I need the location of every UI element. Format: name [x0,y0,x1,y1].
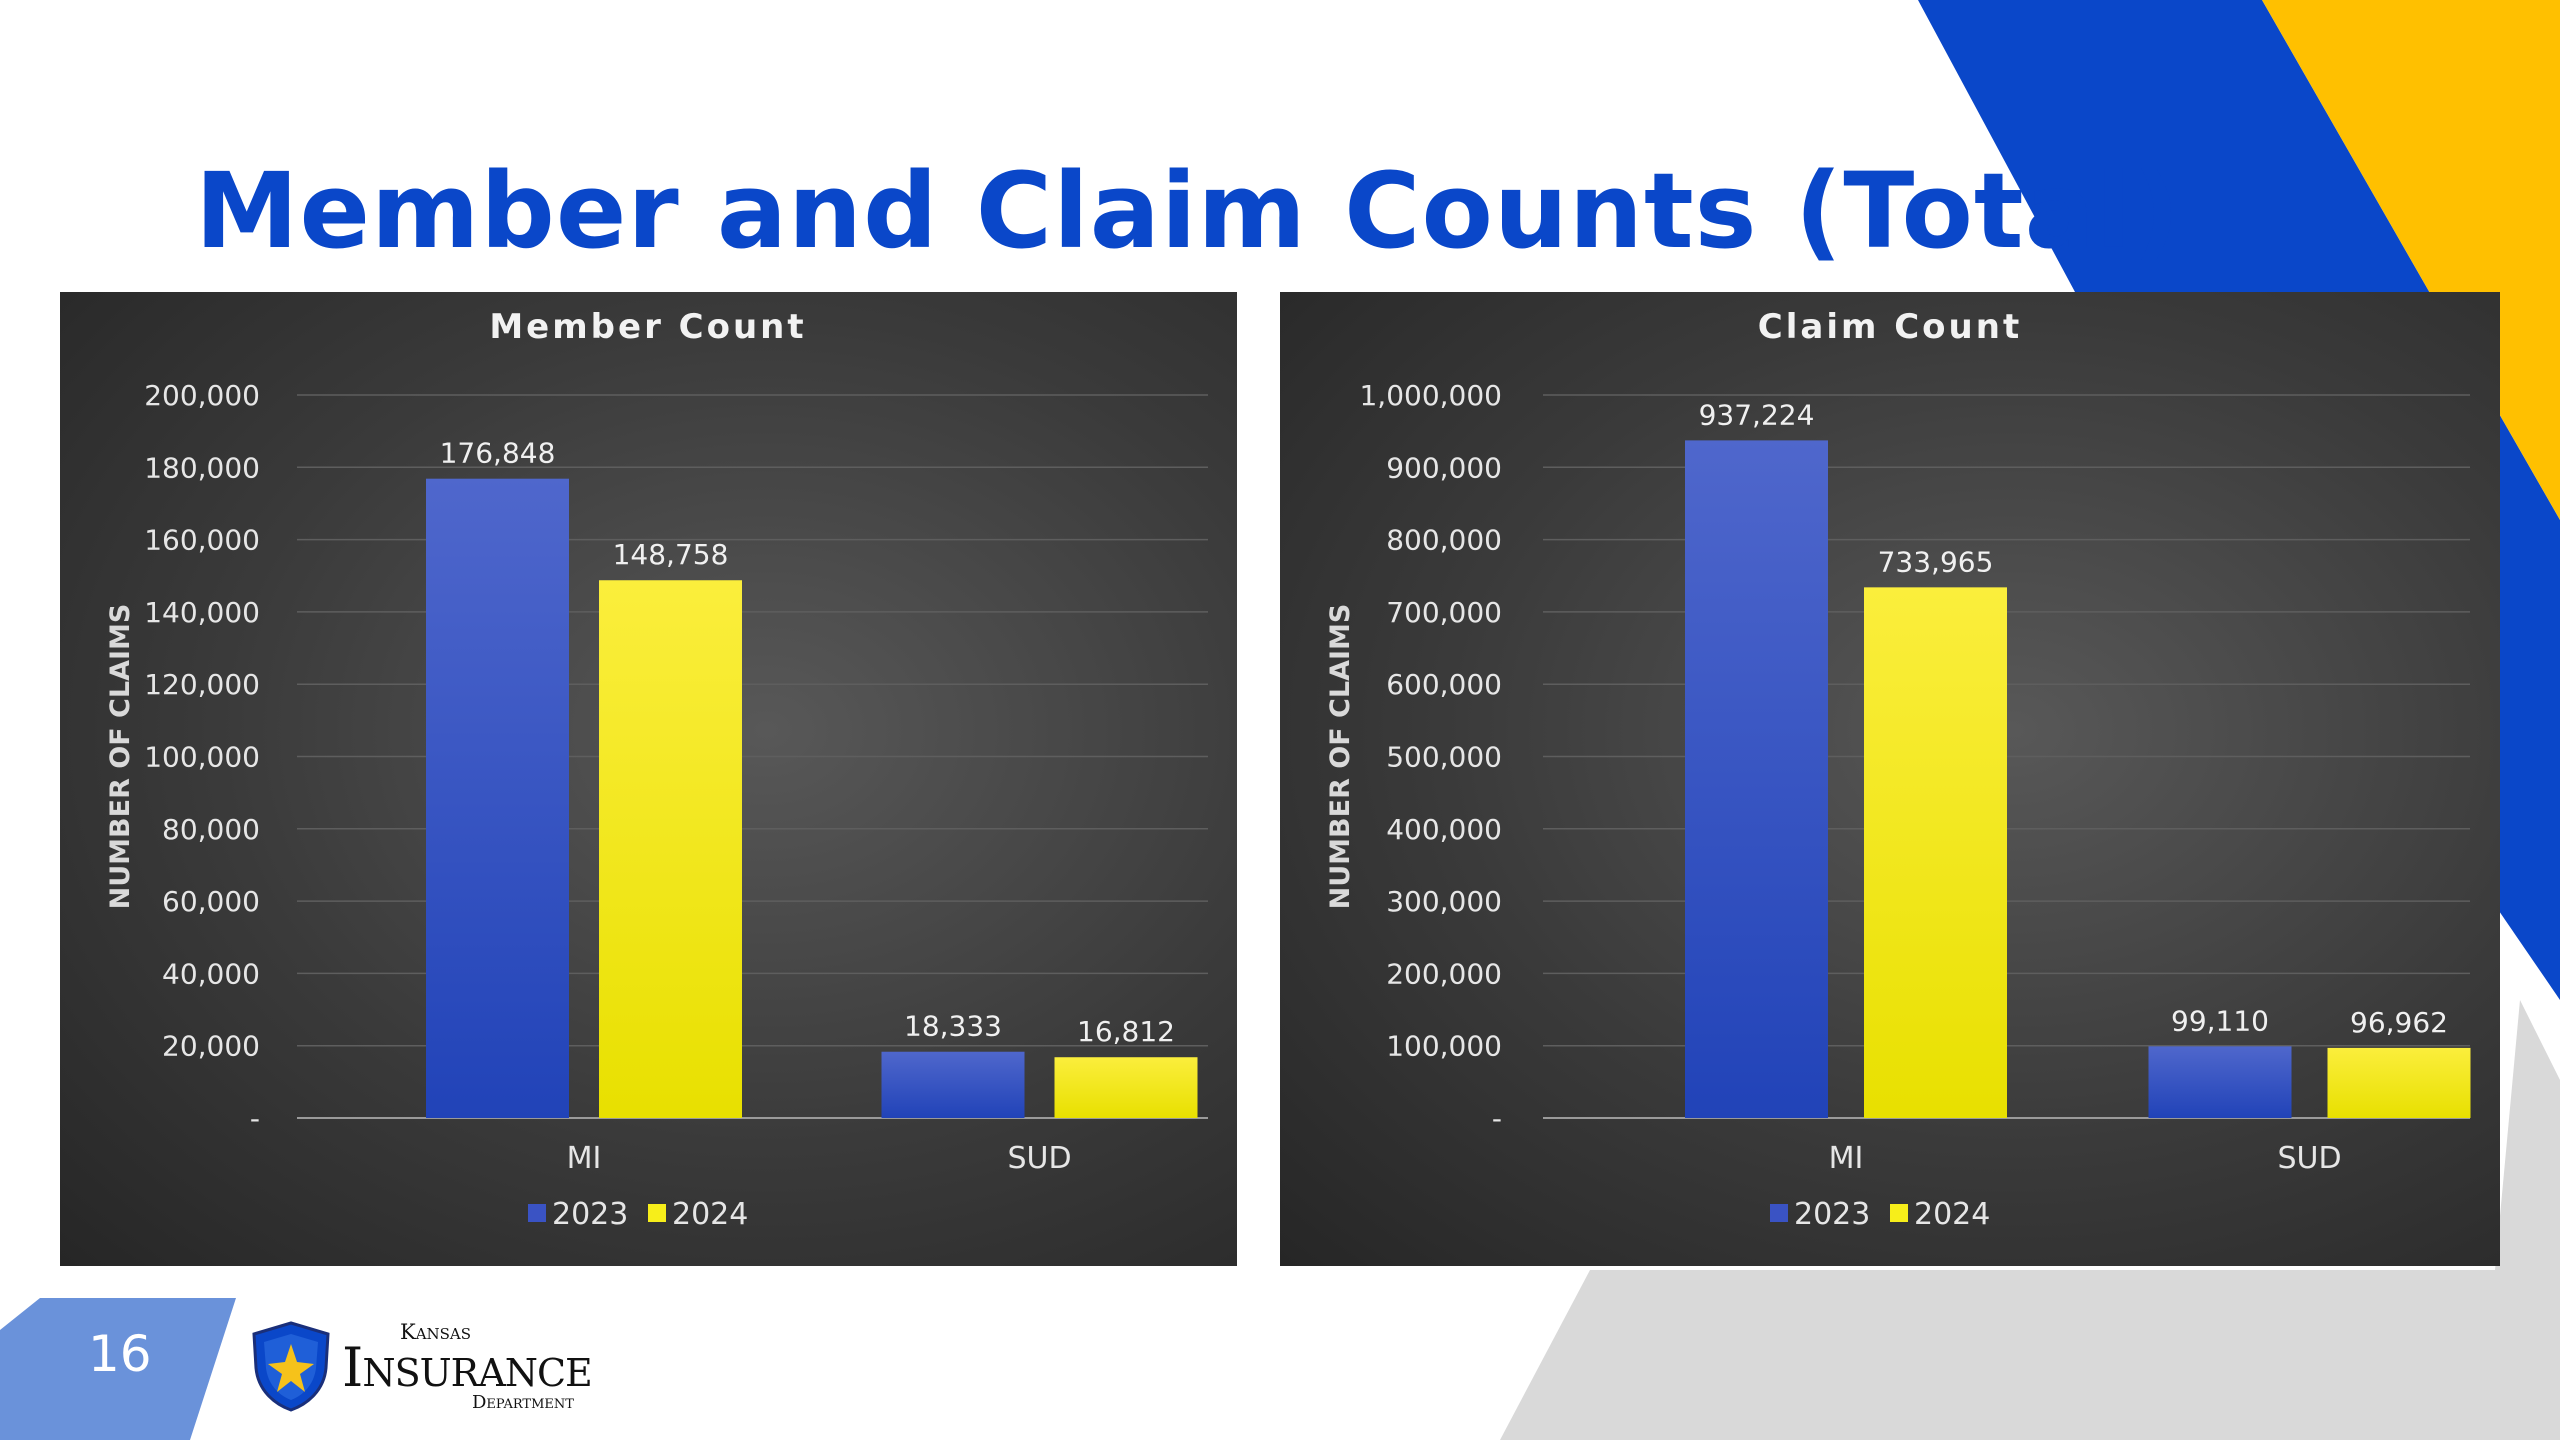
y-tick-label: 80,000 [162,813,260,846]
grey-corner-shape [1500,1000,2560,1440]
y-tick-label: - [1492,1102,1502,1135]
x-category-label: SUD [2277,1141,2341,1176]
x-category-label: MI [567,1141,602,1176]
y-tick-label: 20,000 [162,1030,260,1063]
bar-sud-2023 [2148,1046,2292,1118]
chart-title: Claim Count [1758,307,2022,347]
bar-mi-2023 [426,478,569,1118]
chart-title: Member Count [489,307,806,347]
chart-svg: Member Count NUMBER OF CLAIMS - 20,000 40,00… [105,307,1208,1232]
bar-sud-2024 [1054,1057,1198,1118]
y-tick-label: - [250,1102,260,1135]
legend-swatch-2024 [648,1204,666,1222]
member-count-chart: Member Count NUMBER OF CLAIMS - 20,000 40,00… [60,292,1237,1266]
y-tick-label: 400,000 [1386,813,1502,846]
y-tick-label: 60,000 [162,885,260,918]
data-label: 16,812 [1077,1015,1175,1048]
data-label: 18,333 [904,1010,1002,1043]
y-tick-label: 120,000 [144,668,260,701]
bar-mi-2024 [599,580,742,1118]
y-tick-label: 1,000,000 [1359,379,1502,412]
y-tick-label: 40,000 [162,957,260,990]
y-tick-label: 500,000 [1386,741,1502,774]
logo-text-bottom: Department [472,1392,574,1413]
y-tick-label: 180,000 [144,451,260,484]
legend-label: 2024 [1914,1197,1990,1232]
y-tick-label: 140,000 [144,596,260,629]
x-category-label: MI [1829,1141,1864,1176]
data-label: 176,848 [440,437,556,470]
y-tick-label: 900,000 [1386,451,1502,484]
data-label: 733,965 [1878,545,1994,578]
kansas-insurance-logo: Kansas Insurance Department [250,1318,600,1418]
legend-label: 2023 [552,1197,628,1232]
bar-sud-2024 [2327,1047,2471,1118]
legend-label: 2024 [672,1197,748,1232]
y-tick-label: 160,000 [144,524,260,557]
bar-mi-2023 [1685,440,1828,1118]
y-axis-label: NUMBER OF CLAIMS [1325,604,1356,910]
legend-label: 2023 [1794,1197,1870,1232]
y-tick-label: 700,000 [1386,596,1502,629]
bar-mi-2024 [1864,587,2007,1118]
y-tick-label: 200,000 [1386,957,1502,990]
legend-swatch-2023 [528,1204,546,1222]
y-tick-label: 600,000 [1386,668,1502,701]
page-number-badge [0,1298,236,1440]
data-label: 937,224 [1699,398,1815,431]
y-tick-label: 100,000 [144,741,260,774]
y-tick-label: 100,000 [1386,1030,1502,1063]
y-axis-label: NUMBER OF CLAIMS [105,604,136,910]
data-label: 99,110 [2171,1004,2269,1037]
slide-title: Member and Claim Counts (Total) [195,150,2181,272]
bar-sud-2023 [881,1051,1025,1118]
claim-count-chart: Claim Count NUMBER OF CLAIMS - 100,000 200,0… [1280,292,2500,1266]
shield-icon [252,1321,330,1412]
logo-text-top: Kansas [400,1320,472,1344]
page-number: 16 [88,1325,152,1383]
data-label: 148,758 [613,538,729,571]
legend-swatch-2024 [1890,1204,1908,1222]
x-category-label: SUD [1007,1141,1071,1176]
y-tick-label: 300,000 [1386,885,1502,918]
y-tick-label: 800,000 [1386,524,1502,557]
data-label: 96,962 [2350,1006,2448,1039]
chart-svg: Claim Count NUMBER OF CLAIMS - 100,000 200,0… [1325,307,2471,1232]
legend-swatch-2023 [1770,1204,1788,1222]
logo-text-main: Insurance [342,1336,593,1399]
y-tick-label: 200,000 [144,379,260,412]
